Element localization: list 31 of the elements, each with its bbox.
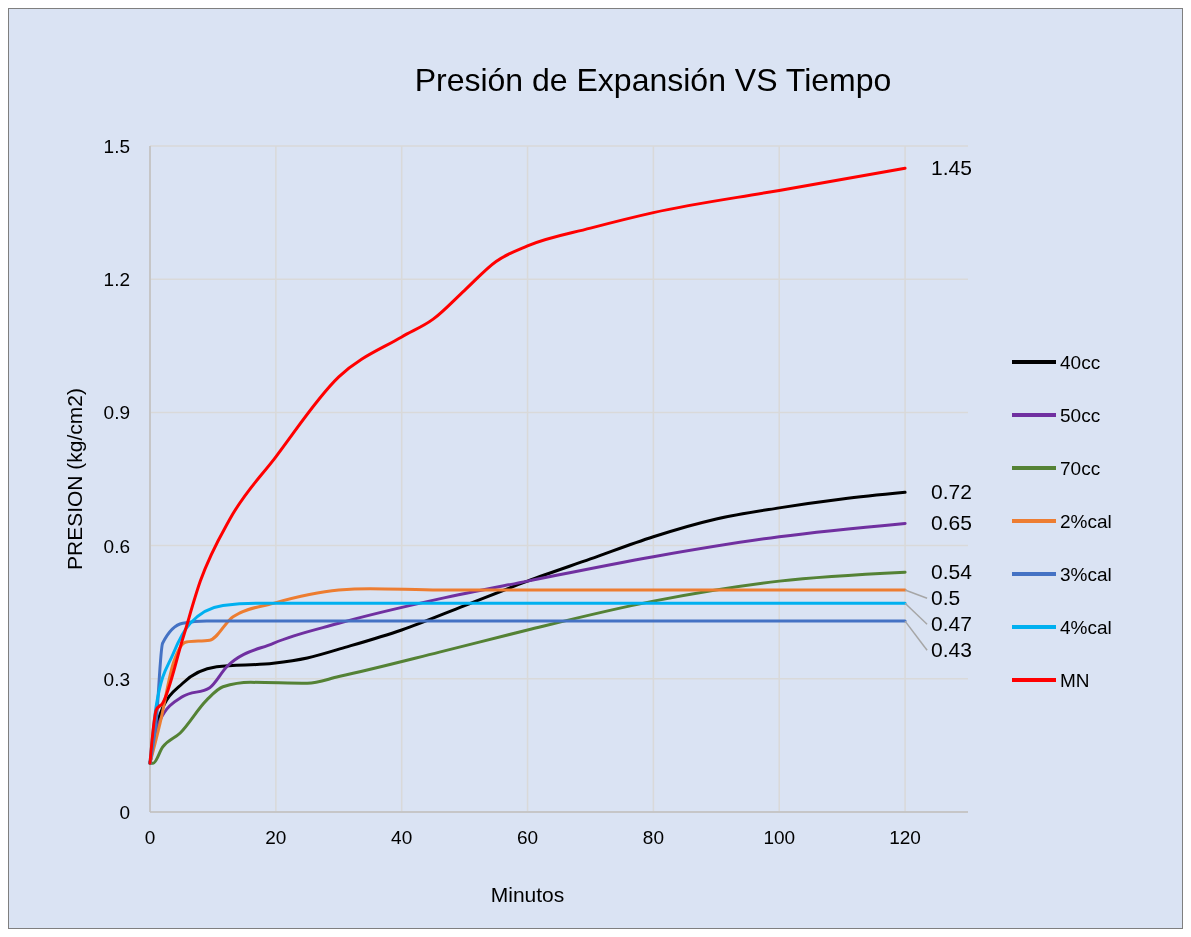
x-tick-label: 20 bbox=[265, 827, 287, 848]
legend-label: 3%cal bbox=[1060, 564, 1112, 585]
data-label: 0.54 bbox=[931, 560, 973, 584]
x-tick-label: 60 bbox=[516, 827, 539, 848]
y-tick-label: 1.5 bbox=[103, 136, 130, 157]
x-tick-label: 120 bbox=[889, 827, 921, 848]
x-tick-label: 0 bbox=[144, 827, 156, 848]
data-label: 0.65 bbox=[931, 511, 972, 535]
legend-label: MN bbox=[1060, 670, 1090, 691]
y-tick-label: 1.2 bbox=[103, 269, 130, 291]
y-tick-label: 0 bbox=[119, 802, 130, 823]
y-tick-label: 0.9 bbox=[103, 402, 130, 424]
data-label: 1.45 bbox=[931, 156, 972, 180]
legend-label: 50cc bbox=[1060, 405, 1101, 426]
legend-label: 2%cal bbox=[1060, 511, 1112, 532]
x-tick-label: 100 bbox=[763, 827, 796, 848]
data-label: 0.5 bbox=[931, 586, 961, 610]
chart-title: Presión de Expansión VS Tiempo bbox=[414, 62, 892, 98]
y-axis-title: PRESION (kg/cm2) bbox=[63, 387, 86, 571]
legend-label: 40cc bbox=[1060, 352, 1101, 373]
line-series bbox=[148, 166, 907, 765]
x-tick-label: 40 bbox=[391, 827, 413, 848]
data-label: 0.72 bbox=[931, 480, 972, 504]
y-tick-label: 0.6 bbox=[103, 535, 130, 557]
data-label: 0.47 bbox=[931, 612, 972, 636]
legend-label: 70cc bbox=[1060, 458, 1101, 479]
y-tick-label: 0.3 bbox=[103, 668, 130, 690]
legend-label: 4%cal bbox=[1060, 617, 1112, 638]
x-tick-label: 80 bbox=[642, 827, 664, 848]
x-axis-title: Minutos bbox=[490, 883, 565, 906]
data-label: 0.43 bbox=[931, 638, 972, 662]
